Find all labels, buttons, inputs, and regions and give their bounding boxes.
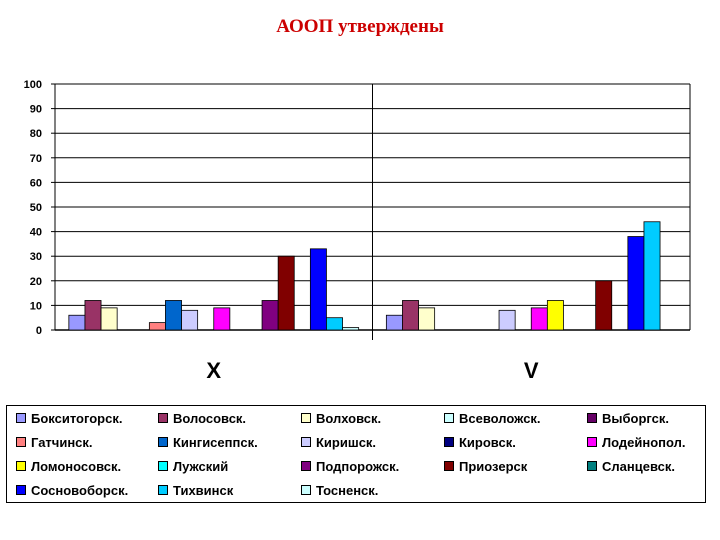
legend-label: Всеволожск. (459, 410, 541, 426)
legend-item: Волховск. (301, 410, 381, 426)
legend-label: Выборгск. (602, 410, 669, 426)
legend-label: Лужский (173, 458, 229, 474)
legend-swatch (301, 485, 311, 495)
legend-label: Бокситогорск. (31, 410, 123, 426)
x-category-label: X (206, 358, 221, 383)
legend-label: Кингисеппск. (173, 434, 258, 450)
legend-swatch (16, 413, 26, 423)
legend-item: Волосовск. (158, 410, 246, 426)
bar (100, 307, 118, 331)
bar (148, 322, 166, 331)
bar (595, 280, 613, 331)
legend-swatch (158, 413, 168, 423)
legend-item: Выборгск. (587, 410, 669, 426)
legend-swatch (16, 461, 26, 471)
legend-swatch (16, 485, 26, 495)
legend-swatch (301, 437, 311, 447)
chart-title: АООП утверждены (276, 16, 444, 37)
y-tick-label: 70 (30, 153, 42, 165)
bar-chart: 0 10 20 30 40 50 60 70 80 90 100 X V (24, 79, 691, 383)
bar (643, 221, 661, 331)
bar (213, 307, 231, 331)
legend-label: Подпорожск. (316, 458, 400, 474)
bar (165, 300, 182, 331)
bar (277, 255, 295, 331)
y-tick-label: 90 (30, 104, 42, 116)
legend-swatch (301, 461, 311, 471)
bar (68, 314, 86, 331)
legend-label: Волосовск. (173, 410, 247, 426)
legend-label: Кировск. (459, 434, 516, 450)
legend-item: Ломоносовск. (16, 458, 121, 474)
bar (84, 300, 102, 331)
legend-swatch (444, 437, 454, 447)
legend: Бокситогорск. Волосовск. Волховск. Всеволож… (6, 405, 706, 503)
y-tick-label: 10 (30, 300, 42, 312)
bar (546, 300, 564, 331)
legend-label: Лодейнопол. (602, 434, 686, 450)
legend-item: Кировск. (444, 434, 516, 450)
y-tick-label: 50 (30, 202, 42, 214)
y-tick-label: 80 (30, 128, 42, 140)
legend-item: Киришск. (301, 434, 376, 450)
legend-label: Тихвинск (173, 482, 234, 498)
legend-swatch (587, 461, 597, 471)
legend-label: Сланцевск. (602, 458, 675, 474)
legend-swatch (587, 413, 597, 423)
legend-item: Лодейнопол. (587, 434, 686, 450)
legend-label: Волховск. (316, 410, 382, 426)
bar (418, 307, 436, 331)
bar (326, 317, 343, 331)
y-tick-label: 60 (30, 177, 42, 189)
x-category-label: V (524, 358, 539, 383)
legend-swatch (444, 461, 454, 471)
legend-swatch (158, 461, 168, 471)
legend-item: Сланцевск. (587, 458, 675, 474)
legend-label: Тосненск. (316, 482, 379, 498)
legend-label: Киришск. (316, 434, 377, 450)
bar (385, 314, 403, 331)
bar (261, 300, 279, 331)
legend-swatch (158, 437, 168, 447)
legend-item: Тихвинск (158, 482, 233, 498)
legend-item: Подпорожск. (301, 458, 399, 474)
legend-item: Сосновоборск. (16, 482, 128, 498)
y-tick-label: 20 (30, 276, 42, 288)
legend-item: Приозерск (444, 458, 527, 474)
bar (342, 327, 360, 331)
y-tick-label: 30 (30, 251, 42, 263)
bar (402, 300, 419, 331)
legend-label: Сосновоборск. (31, 482, 129, 498)
y-tick-label: 0 (36, 325, 42, 337)
legend-item: Бокситогорск. (16, 410, 122, 426)
bar (181, 309, 199, 331)
legend-item: Гатчинск. (16, 434, 93, 450)
y-tick-label: 100 (24, 79, 42, 91)
legend-swatch (16, 437, 26, 447)
legend-item: Лужский (158, 458, 228, 474)
legend-swatch (301, 413, 311, 423)
legend-label: Приозерск (459, 458, 528, 474)
legend-item: Всеволожск. (444, 410, 541, 426)
legend-item: Кингисеппск. (158, 434, 258, 450)
legend-label: Ломоносовск. (31, 458, 122, 474)
legend-item: Тосненск. (301, 482, 378, 498)
y-tick-label: 40 (30, 227, 42, 239)
bar (627, 236, 645, 331)
legend-label: Гатчинск. (31, 434, 93, 450)
bar (530, 307, 548, 331)
legend-swatch (587, 437, 597, 447)
bar (309, 248, 327, 331)
legend-swatch (158, 485, 168, 495)
bar (498, 309, 516, 331)
legend-swatch (444, 413, 454, 423)
